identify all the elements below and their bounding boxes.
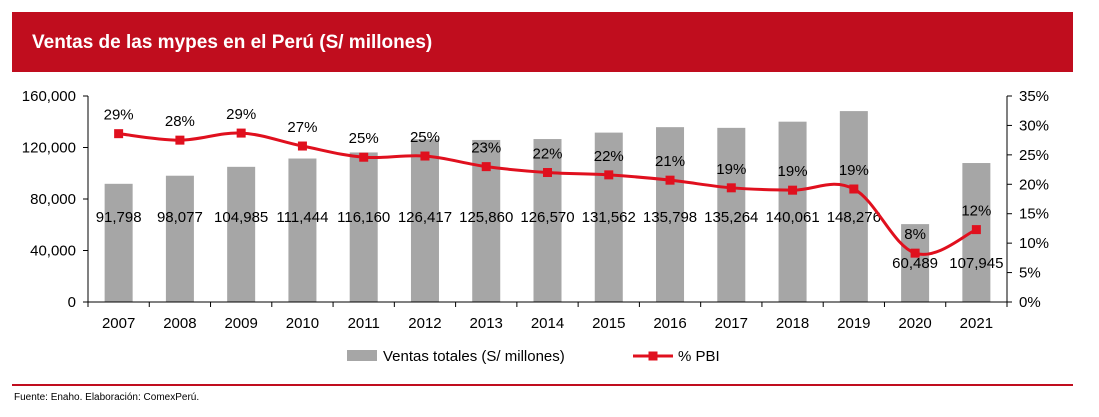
bar-value-label-2020: 60,489: [892, 255, 938, 272]
bar-2015: [594, 132, 623, 302]
bar-value-label-2008: 98,077: [157, 209, 203, 226]
y-right-tick-label: 5%: [1019, 265, 1041, 282]
pbi-value-label-2018: 19%: [778, 163, 808, 180]
pbi-value-label-2015: 22%: [594, 148, 624, 165]
pbi-value-label-2008: 28%: [165, 113, 195, 130]
x-tick-label-2007: 2007: [102, 315, 135, 332]
y-left-tick-label: 0: [68, 294, 76, 311]
source-note: Fuente: Enaho. Elaboración: ComexPerú.: [14, 392, 200, 403]
x-tick-label-2016: 2016: [653, 315, 686, 332]
x-tick-label-2020: 2020: [898, 315, 931, 332]
bar-2010: [288, 158, 317, 302]
bar-2017: [717, 127, 746, 303]
title-banner: Ventas de las mypes en el Perú (S/ millo…: [12, 12, 1073, 72]
pbi-marker-2019: [849, 184, 859, 194]
bar-2011: [349, 152, 378, 302]
bar-value-label-2009: 104,985: [214, 209, 268, 226]
y-right-tick-label: 0%: [1019, 294, 1041, 311]
bar-2009: [227, 166, 256, 302]
y-right-tick-label: 35%: [1019, 88, 1049, 105]
x-tick-label-2014: 2014: [531, 315, 564, 332]
pbi-value-label-2007: 29%: [104, 107, 134, 124]
pbi-marker-2013: [481, 162, 491, 172]
y-right-tick-label: 25%: [1019, 147, 1049, 164]
x-tick-label-2019: 2019: [837, 315, 870, 332]
pbi-value-label-2011: 25%: [349, 130, 379, 147]
pbi-marker-2017: [726, 183, 736, 193]
bar-2012: [410, 139, 439, 302]
bar-value-label-2018: 140,061: [765, 209, 819, 226]
pbi-marker-2009: [236, 128, 246, 138]
pbi-marker-2011: [359, 152, 369, 162]
pbi-value-label-2020: 8%: [904, 226, 926, 243]
y-right-tick-label: 15%: [1019, 206, 1049, 223]
footer-rule: [12, 384, 1073, 386]
pbi-value-label-2016: 21%: [655, 153, 685, 170]
x-tick-label-2009: 2009: [224, 315, 257, 332]
pbi-marker-2010: [297, 141, 307, 151]
bar-2018: [778, 121, 807, 302]
bar-value-label-2017: 135,264: [704, 209, 758, 226]
bar-value-label-2013: 125,860: [459, 209, 513, 226]
bar-value-label-2014: 126,570: [520, 209, 574, 226]
x-tick-label-2021: 2021: [960, 315, 993, 332]
bar-value-label-2021: 107,945: [949, 255, 1003, 272]
x-tick-label-2018: 2018: [776, 315, 809, 332]
pbi-marker-2012: [420, 151, 430, 161]
bar-value-label-2012: 126,417: [398, 209, 452, 226]
y-right-tick-label: 10%: [1019, 235, 1049, 252]
x-tick-label-2017: 2017: [715, 315, 748, 332]
pbi-value-label-2019: 19%: [839, 162, 869, 179]
pbi-marker-2020: [910, 248, 920, 258]
y-left-tick-label: 160,000: [22, 88, 76, 105]
y-right-tick-label: 30%: [1019, 117, 1049, 134]
pbi-value-label-2012: 25%: [410, 129, 440, 146]
bar-value-label-2007: 91,798: [96, 209, 142, 226]
pbi-value-label-2014: 22%: [532, 146, 562, 163]
y-right-tick-label: 20%: [1019, 176, 1049, 193]
x-tick-label-2012: 2012: [408, 315, 441, 332]
pbi-value-label-2009: 29%: [226, 106, 256, 123]
pbi-value-label-2010: 27%: [287, 119, 317, 136]
bar-2014: [533, 139, 562, 302]
bar-2007: [104, 183, 133, 302]
legend-line-marker: [648, 351, 658, 361]
bar-value-label-2016: 135,798: [643, 209, 697, 226]
pbi-marker-2016: [665, 175, 675, 185]
bar-2019: [839, 111, 868, 302]
chart-title: Ventas de las mypes en el Perú (S/ millo…: [32, 32, 433, 53]
pbi-marker-2021: [971, 225, 981, 235]
pbi-marker-2007: [114, 129, 124, 139]
x-tick-label-2015: 2015: [592, 315, 625, 332]
pbi-marker-2014: [543, 168, 552, 178]
y-left-tick-label: 40,000: [30, 243, 76, 260]
bar-2008: [165, 175, 194, 302]
x-tick-label-2013: 2013: [470, 315, 503, 332]
y-left-tick-label: 80,000: [30, 191, 76, 208]
bar-value-label-2019: 148,276: [827, 209, 881, 226]
pbi-marker-2015: [604, 170, 614, 180]
bar-2020: [901, 224, 930, 302]
bar-value-label-2015: 131,562: [582, 209, 636, 226]
x-tick-label-2010: 2010: [286, 315, 319, 332]
legend-line-label: % PBI: [678, 348, 720, 365]
legend-bar-swatch: [347, 350, 377, 361]
bar-value-label-2011: 116,160: [337, 209, 390, 226]
bar-2016: [656, 127, 685, 303]
x-tick-label-2011: 2011: [348, 315, 380, 332]
bar-value-label-2010: 111,444: [276, 209, 328, 226]
pbi-marker-2018: [788, 185, 798, 195]
pbi-value-label-2021: 12%: [961, 203, 991, 220]
pbi-value-label-2013: 23%: [471, 140, 501, 157]
pbi-value-label-2017: 19%: [716, 161, 746, 178]
y-left-tick-label: 120,000: [22, 140, 76, 157]
x-tick-label-2008: 2008: [163, 315, 196, 332]
legend-bar-label: Ventas totales (S/ millones): [383, 348, 565, 365]
pbi-marker-2008: [175, 135, 185, 145]
